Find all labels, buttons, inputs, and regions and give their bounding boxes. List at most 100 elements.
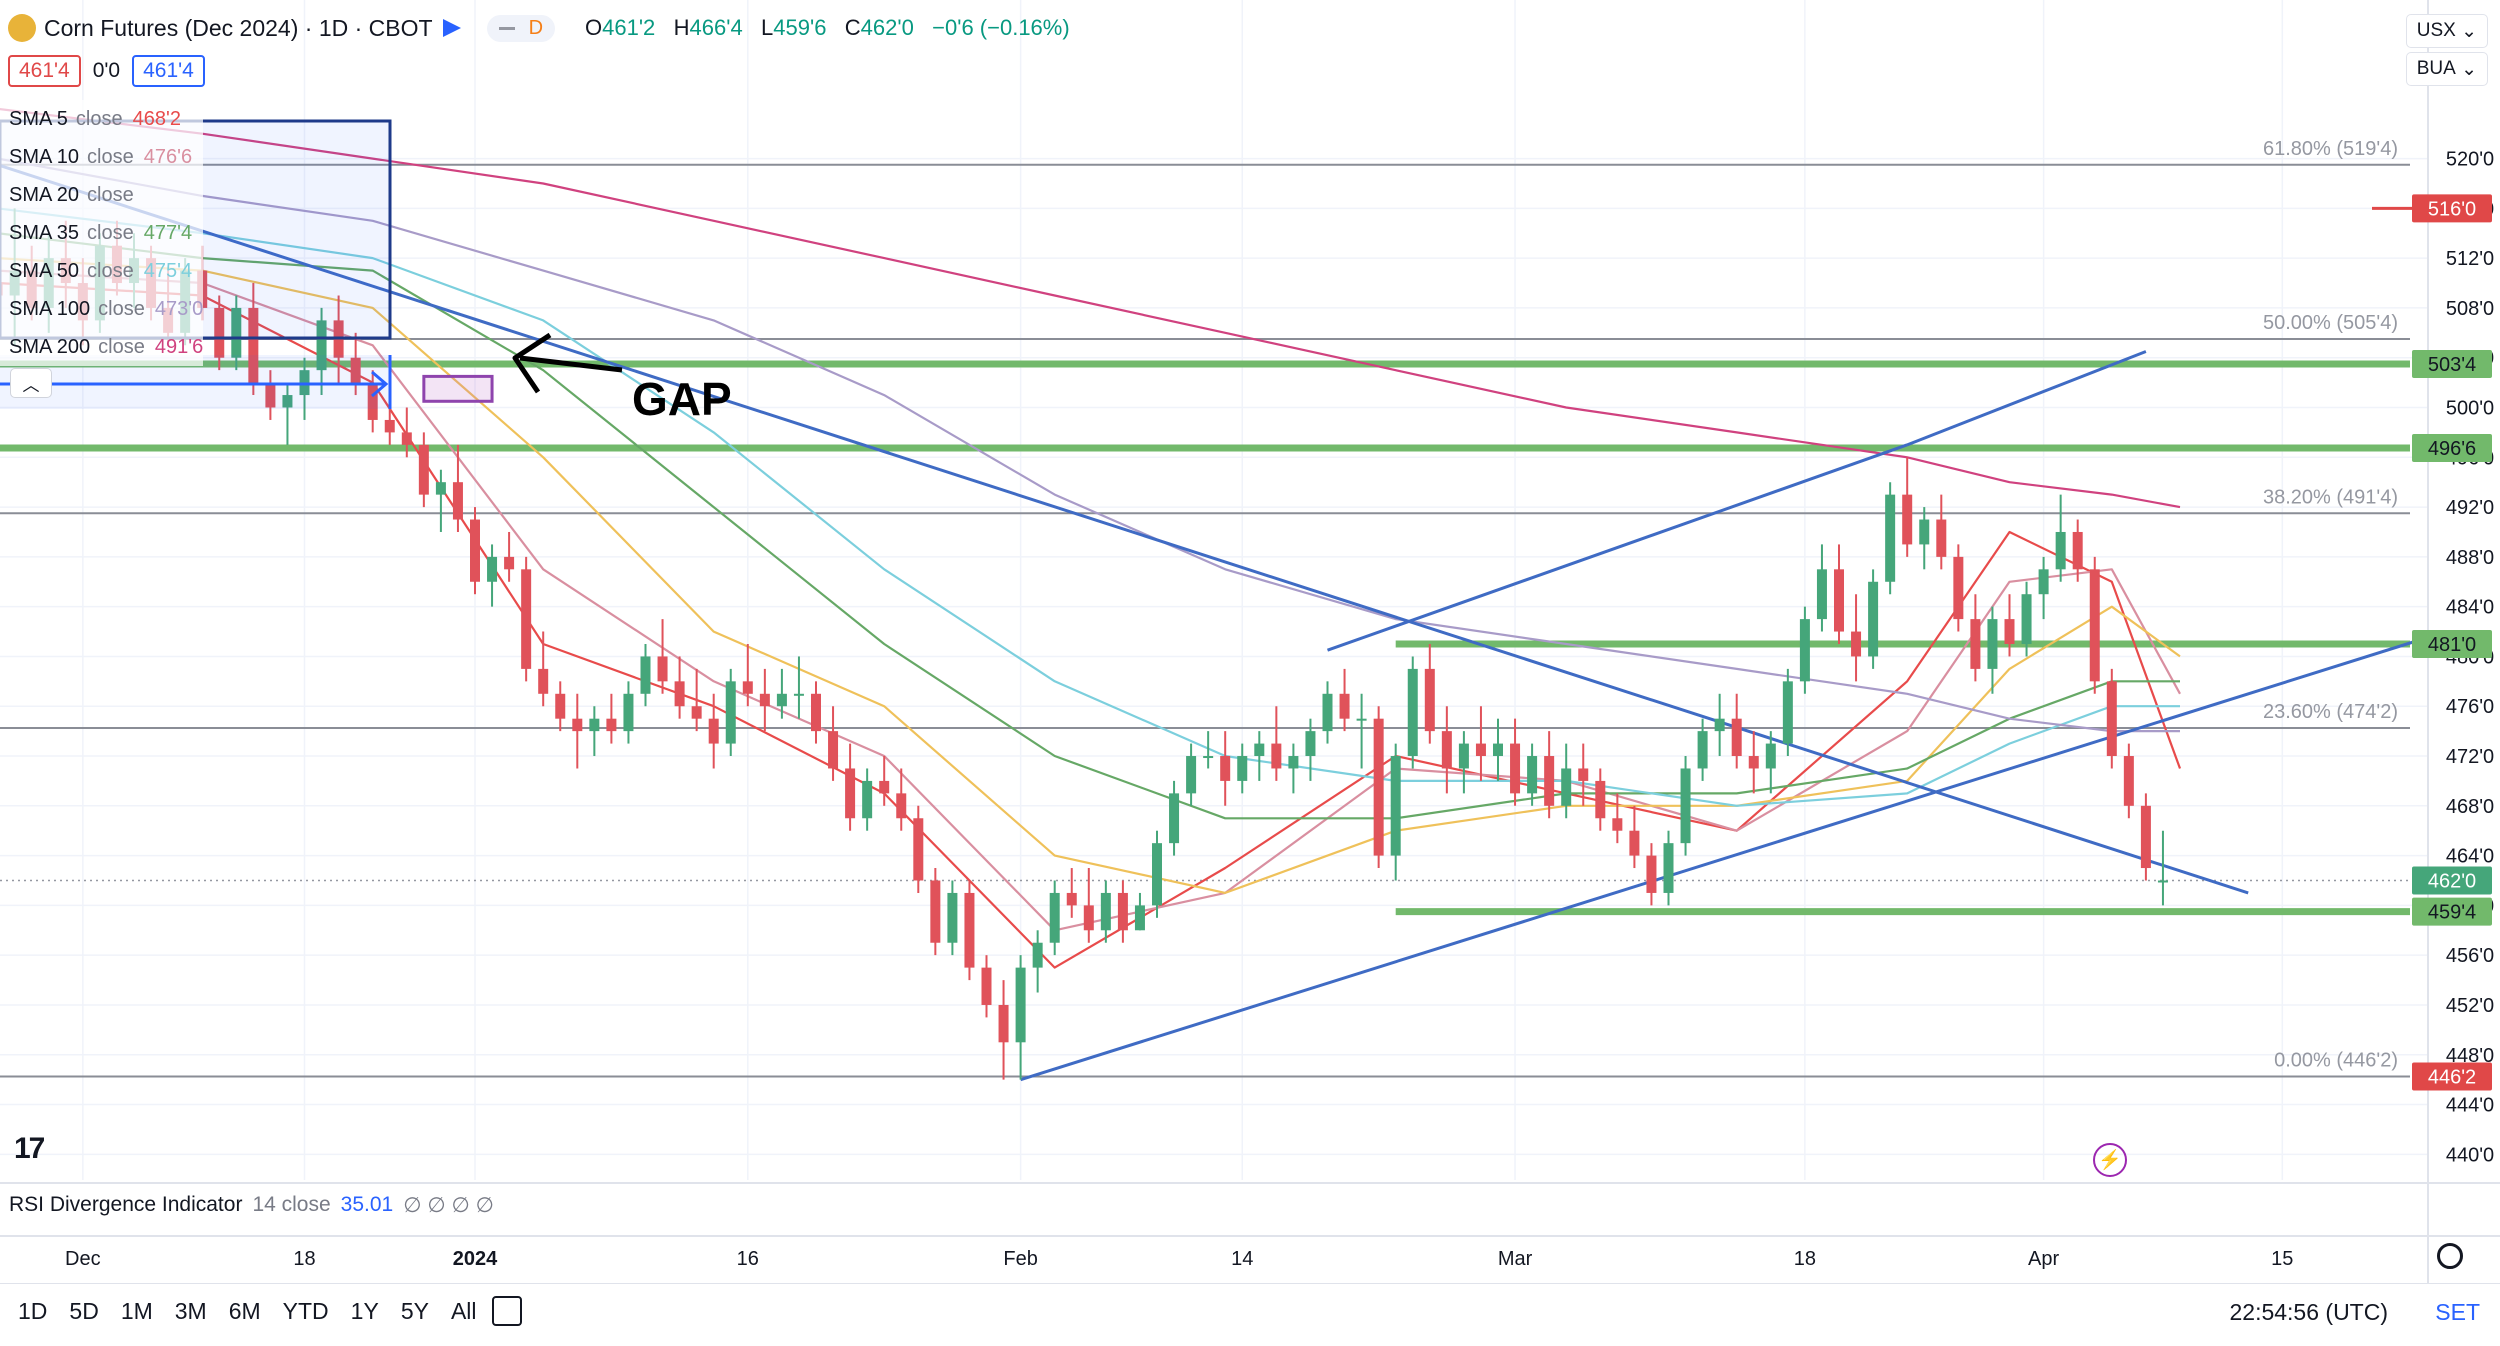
gap-label: GAP [632, 373, 732, 425]
range-button-all[interactable]: All [450, 1298, 477, 1324]
legend-row-sma-50[interactable]: SMA 50 close 475'4 [0, 252, 203, 290]
time-tick-label: Apr [2028, 1248, 2059, 1270]
legend-row-sma-20[interactable]: SMA 20 close [0, 176, 203, 214]
range-button-3m[interactable]: 3M [174, 1298, 207, 1324]
candle-body [1322, 693, 1333, 732]
range-button-1y[interactable]: 1Y [350, 1298, 379, 1324]
range-button-5y[interactable]: 5Y [400, 1298, 429, 1324]
candle-body [1697, 731, 1708, 769]
candle [1117, 880, 1128, 943]
legend-row-sma-200[interactable]: SMA 200 close 491'6 [0, 328, 203, 366]
moving-average-sma-200 [0, 107, 2181, 509]
range-button-1d[interactable]: 1D [18, 1298, 48, 1324]
legend-row-sma-35[interactable]: SMA 35 close 477'4 [0, 214, 203, 252]
candle [1953, 544, 1964, 632]
tradingview-logo-icon[interactable]: 17 [14, 1132, 45, 1165]
candle [776, 668, 787, 719]
chevron-up-icon: ︿ [22, 375, 40, 395]
clock[interactable]: 22:54:56 (UTC) [2229, 1299, 2388, 1325]
gear-icon[interactable] [2437, 1243, 2463, 1269]
legend-row-sma-5[interactable]: SMA 5 close 468'2 [0, 100, 203, 138]
calendar-icon[interactable] [492, 1296, 522, 1326]
candle [708, 693, 719, 769]
candle-body [2157, 880, 2168, 883]
candle-body [248, 307, 259, 383]
candle [828, 706, 839, 781]
price-tick-label: 500'0 [2446, 398, 2494, 420]
symbol-title[interactable]: Corn Futures (Dec 2024) · 1D · CBOT [44, 14, 433, 41]
candle [1203, 731, 1214, 769]
legend-name: SMA 10 [9, 145, 80, 168]
candle-body [384, 419, 395, 433]
range-button-ytd[interactable]: YTD [282, 1298, 329, 1324]
time-tick-label: 18 [1794, 1248, 1816, 1270]
candle [1680, 756, 1691, 856]
legend-row-sma-100[interactable]: SMA 100 close 473'0 [0, 290, 203, 328]
legend-name: SMA 35 [9, 221, 80, 244]
candle-body [1032, 942, 1043, 968]
candle [1697, 718, 1708, 781]
time-tick-label: 16 [737, 1248, 759, 1270]
candle-body [231, 307, 242, 358]
trendlines[interactable] [0, 163, 2420, 1082]
range-button-6m[interactable]: 6M [228, 1298, 261, 1324]
price-tick-label: 440'0 [2446, 1144, 2494, 1166]
lightning-icon[interactable]: ⚡ [2093, 1143, 2127, 1177]
candle-body [2055, 531, 2066, 570]
price-axis-tag [2412, 630, 2492, 658]
session-pill[interactable]: D [486, 14, 556, 42]
sell-button[interactable]: 461'4 [8, 55, 81, 87]
legend-value: 477'4 [143, 221, 193, 244]
candle-body [1680, 768, 1691, 844]
candle-body [1049, 892, 1060, 943]
candle-body [1629, 830, 1640, 856]
candle [1612, 793, 1623, 844]
collapse-legend-button[interactable]: ︿ [10, 368, 52, 398]
candle-body [1152, 843, 1162, 906]
candle [964, 880, 975, 981]
candle [657, 619, 668, 694]
flag-icon[interactable] [442, 19, 461, 37]
candle [930, 868, 941, 956]
time-tick-label: 14 [1231, 1248, 1253, 1270]
range-button-5d[interactable]: 5D [69, 1298, 99, 1324]
buy-button[interactable]: 461'4 [132, 55, 205, 87]
candle [282, 382, 293, 445]
candle-body [1527, 756, 1538, 794]
candle-body [1851, 631, 1862, 657]
candle-body [862, 780, 873, 819]
candle-body [1578, 768, 1589, 781]
candle-body [487, 556, 498, 582]
price-tick-label: 508'0 [2446, 298, 2494, 320]
low-value: 459'6 [773, 15, 827, 40]
fib-level-label: 23.60% (474'2) [2263, 701, 2398, 723]
indicator-legend: SMA 5 close 468'2 SMA 10 close 476'6 SMA 20 clo… [0, 100, 204, 366]
candle-body [2123, 756, 2134, 806]
candle-body [265, 382, 276, 408]
candle-body [2140, 805, 2151, 869]
candle [401, 407, 412, 458]
price-tick-label: 464'0 [2446, 846, 2494, 868]
range-button-1m[interactable]: 1M [120, 1298, 153, 1324]
candle-body [470, 519, 480, 582]
candle [1731, 693, 1742, 769]
candle-body [1441, 731, 1452, 769]
rsi-name[interactable]: RSI Divergence Indicator [9, 1193, 243, 1216]
high-key: H [673, 15, 690, 40]
candle [862, 768, 873, 831]
candle-body [811, 693, 821, 732]
time-axis: Dec18202416Feb14Mar18Apr15May20Jun17Jul [65, 1248, 2293, 1270]
unit-selector[interactable]: BUA ⌄ [2405, 52, 2488, 86]
trendline [1020, 638, 2420, 1082]
candle [606, 693, 617, 744]
candle [2021, 581, 2032, 657]
candle [1987, 606, 1998, 694]
currency-selector[interactable]: USX ⌄ [2405, 14, 2488, 48]
session-settings-button[interactable]: SET [2435, 1299, 2480, 1325]
legend-row-sma-10[interactable]: SMA 10 close 476'6 [0, 138, 203, 176]
rsi-empty-values: ∅ ∅ ∅ ∅ [403, 1194, 494, 1217]
change-value: −0'6 (−0.16%) [932, 15, 1070, 40]
candle [1748, 731, 1759, 794]
candle-body [845, 768, 856, 819]
